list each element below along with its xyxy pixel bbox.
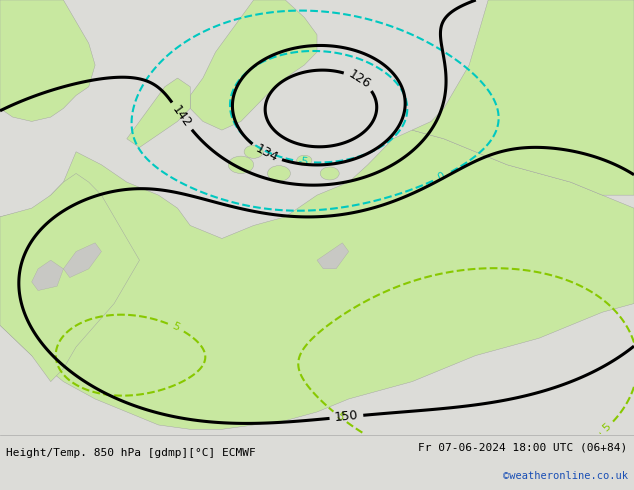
Circle shape bbox=[268, 166, 290, 181]
Polygon shape bbox=[0, 0, 95, 122]
Polygon shape bbox=[63, 243, 101, 277]
Polygon shape bbox=[127, 78, 190, 147]
Text: 126: 126 bbox=[346, 68, 373, 92]
Circle shape bbox=[228, 156, 254, 173]
Polygon shape bbox=[317, 243, 349, 269]
Polygon shape bbox=[0, 130, 634, 429]
Text: 134: 134 bbox=[253, 142, 280, 165]
Text: 5: 5 bbox=[171, 321, 181, 333]
Polygon shape bbox=[190, 0, 317, 130]
Text: 5: 5 bbox=[601, 421, 613, 434]
Text: 150: 150 bbox=[334, 409, 359, 424]
Polygon shape bbox=[412, 0, 634, 195]
Circle shape bbox=[320, 167, 339, 180]
Text: 142: 142 bbox=[169, 103, 194, 130]
Text: -5: -5 bbox=[297, 156, 309, 167]
Text: 5: 5 bbox=[334, 411, 346, 423]
Text: Height/Temp. 850 hPa [gdmp][°C] ECMWF: Height/Temp. 850 hPa [gdmp][°C] ECMWF bbox=[6, 448, 256, 458]
Circle shape bbox=[244, 145, 263, 158]
Polygon shape bbox=[0, 173, 139, 382]
Text: 0: 0 bbox=[436, 171, 446, 183]
Polygon shape bbox=[32, 260, 63, 291]
Circle shape bbox=[297, 155, 312, 166]
Text: Fr 07-06-2024 18:00 UTC (06+84): Fr 07-06-2024 18:00 UTC (06+84) bbox=[418, 443, 628, 453]
Text: ©weatheronline.co.uk: ©weatheronline.co.uk bbox=[503, 471, 628, 481]
